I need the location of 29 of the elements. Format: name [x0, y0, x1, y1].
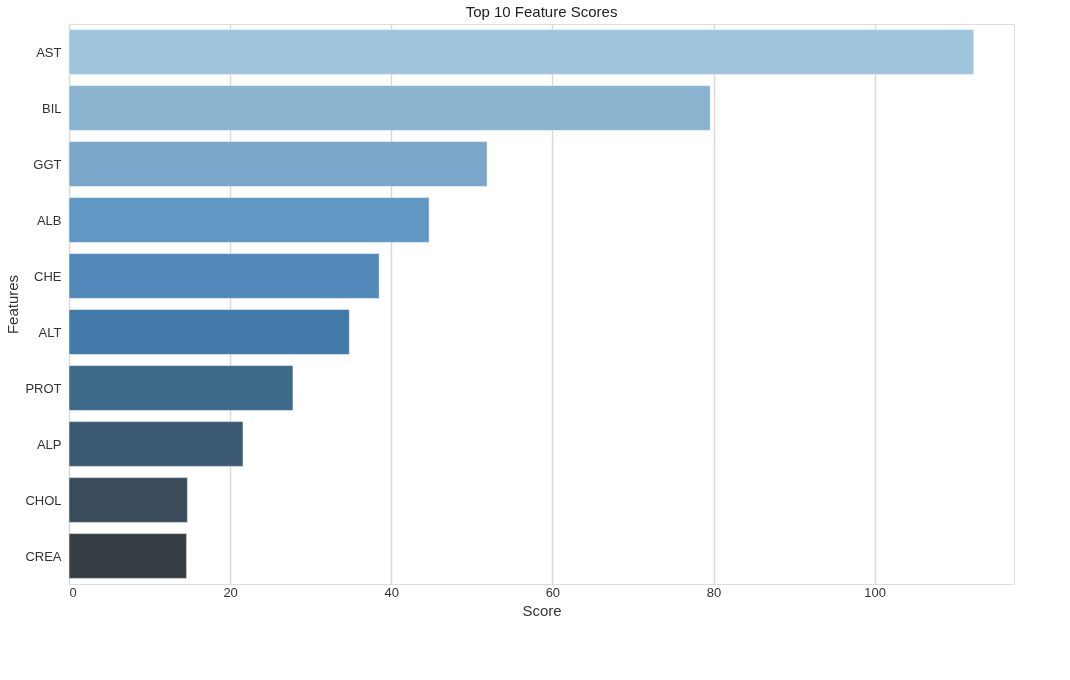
bar — [68, 421, 244, 467]
y-tick-label: BIL — [41, 100, 62, 116]
x-tick-label: 80 — [706, 584, 722, 600]
x-axis-title: Score — [522, 601, 562, 619]
y-tick-label: CREA — [25, 548, 62, 564]
bar — [68, 477, 188, 523]
y-tick-label: CHE — [34, 268, 62, 284]
y-tick-label: ALT — [38, 324, 62, 340]
y-tick-label: ALB — [36, 212, 62, 228]
x-tick-label: 40 — [384, 584, 399, 600]
x-tick-label: 100 — [864, 584, 886, 600]
bar — [68, 29, 974, 75]
bar — [68, 365, 294, 411]
y-tick-label: ALP — [36, 436, 62, 452]
bar — [68, 85, 711, 131]
bar — [68, 309, 350, 355]
y-tick-label: PROT — [25, 380, 62, 396]
x-tick-label: 20 — [223, 584, 238, 600]
bar — [68, 253, 380, 299]
y-tick-label: CHOL — [25, 492, 62, 508]
x-tick-label: 0 — [69, 584, 77, 600]
y-tick-label: GGT — [33, 156, 62, 172]
x-tick-label: 60 — [545, 584, 561, 600]
y-tick-label: AST — [36, 44, 62, 60]
chart-title: Top 10 Feature Scores — [465, 3, 618, 20]
y-axis-title: Features — [4, 274, 22, 335]
bar — [68, 141, 488, 187]
bar — [68, 197, 430, 243]
bar — [68, 533, 187, 579]
